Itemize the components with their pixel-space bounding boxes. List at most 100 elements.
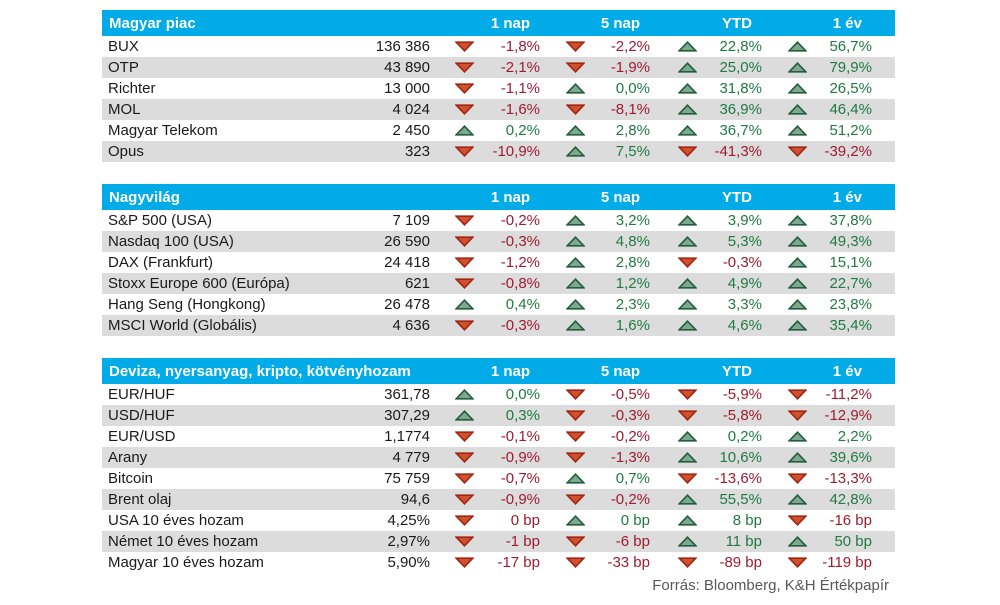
change-value: -8,1% [610,101,650,118]
change-cell-ytd: 8 bp [650,510,762,531]
up-triangle-icon [788,257,807,268]
instrument-value: 26 590 [384,233,430,250]
up-triangle-icon [788,104,807,115]
down-triangle-icon [788,389,807,400]
instrument-name: Német 10 éves hozam [108,533,259,550]
change-value: -13,3% [824,470,872,487]
instrument-value: 4 779 [392,449,430,466]
change-cell-1-ev: 26,5% [762,78,872,99]
up-triangle-icon [788,278,807,289]
instrument-value: 75 759 [384,470,430,487]
table-row: Német 10 éves hozam 2,97% -1 bp -6 bp 11… [102,531,895,552]
down-triangle-icon [566,452,585,463]
change-cell-1-ev: 22,7% [762,273,872,294]
table-row: S&P 500 (USA) 7 109 -0,2% 3,2% 3,9% [102,210,895,231]
table-row: USD/HUF 307,29 0,3% -0,3% -5,8% [102,405,895,426]
change-value: -11,2% [825,386,872,403]
change-value: -1,8% [500,38,540,55]
change-cell-1-nap: 0,4% [430,294,540,315]
instrument-value: 24 418 [384,254,430,271]
up-triangle-icon [678,431,697,442]
up-triangle-icon [788,236,807,247]
change-cell-5-nap: 7,5% [540,141,650,162]
instrument-name: Arany [108,449,148,466]
instrument-value: 323 [404,143,430,160]
down-triangle-icon [566,536,585,547]
change-value: 2,8% [615,254,650,271]
change-cell-ytd: -5,8% [650,405,762,426]
change-value: 4,9% [727,275,762,292]
change-cell-1-ev: -12,9% [762,405,872,426]
change-cell-1-nap: -0,2% [430,210,540,231]
change-value: 79,9% [829,59,872,76]
change-cell-5-nap: 2,3% [540,294,650,315]
change-cell-ytd: 5,3% [650,231,762,252]
change-cell-5-nap: -1,9% [540,57,650,78]
change-cell-5-nap: 0,0% [540,78,650,99]
instrument-value: 2,97% [387,533,430,550]
up-triangle-icon [455,299,474,310]
column-header: 1 év [832,188,862,206]
change-value: 55,5% [719,491,762,508]
change-value: -41,3% [714,143,762,160]
down-triangle-icon [566,410,585,421]
change-value: 22,7% [829,275,872,292]
down-triangle-icon [566,104,585,115]
change-value: -16 bp [829,512,872,529]
change-value: -0,3% [500,233,540,250]
down-triangle-icon [566,494,585,505]
table-row: Arany 4 779 -0,9% -1,3% 10,6% [102,447,895,468]
change-cell-1-nap: -10,9% [430,141,540,162]
change-value: -0,1% [500,428,540,445]
instrument-name: Magyar Telekom [108,122,218,139]
change-value: -5,9% [722,386,762,403]
change-cell-ytd: -5,9% [650,384,762,405]
change-cell-ytd: 25,0% [650,57,762,78]
down-triangle-icon [678,257,697,268]
change-value: -0,3% [610,407,650,424]
down-triangle-icon [455,494,474,505]
up-triangle-icon [566,215,585,226]
change-value: 0 bp [620,512,650,529]
instrument-value: 94,6 [400,491,430,508]
change-cell-1-nap: 0 bp [430,510,540,531]
change-cell-5-nap: -0,2% [540,426,650,447]
change-value: -0,2% [500,212,540,229]
up-triangle-icon [678,215,697,226]
change-value: -0,8% [500,275,540,292]
instrument-name: Bitcoin [108,470,154,487]
market-table: Nagyvilág 1 nap 5 nap YTD 1 év S&P 500 (… [102,184,895,336]
change-value: 36,7% [719,122,762,139]
change-value: -0,3% [722,254,762,271]
change-cell-ytd: 36,7% [650,120,762,141]
up-triangle-icon [678,320,697,331]
up-triangle-icon [788,431,807,442]
change-value: 50 bp [834,533,872,550]
up-triangle-icon [678,125,697,136]
change-cell-1-ev: -119 bp [762,552,872,573]
up-triangle-icon [566,146,585,157]
change-cell-1-nap: -0,8% [430,273,540,294]
change-value: 10,6% [719,449,762,466]
change-cell-5-nap: 4,8% [540,231,650,252]
change-value: 11 bp [725,533,762,550]
down-triangle-icon [455,320,474,331]
change-value: 39,6% [829,449,872,466]
change-value: 3,2% [615,212,650,229]
up-triangle-icon [678,83,697,94]
change-cell-1-ev: -39,2% [762,141,872,162]
instrument-value: 13 000 [384,80,430,97]
up-triangle-icon [455,410,474,421]
change-cell-ytd: 4,6% [650,315,762,336]
instrument-name: Opus [108,143,144,160]
change-value: 26,5% [829,80,872,97]
instrument-value: 26 478 [384,296,430,313]
change-value: -2,2% [610,38,650,55]
change-value: 49,3% [829,233,872,250]
instrument-value: 307,29 [384,407,430,424]
change-cell-ytd: 4,9% [650,273,762,294]
change-cell-1-nap: -0,1% [430,426,540,447]
change-value: 2,3% [615,296,650,313]
change-value: -0,9% [500,491,540,508]
up-triangle-icon [566,515,585,526]
